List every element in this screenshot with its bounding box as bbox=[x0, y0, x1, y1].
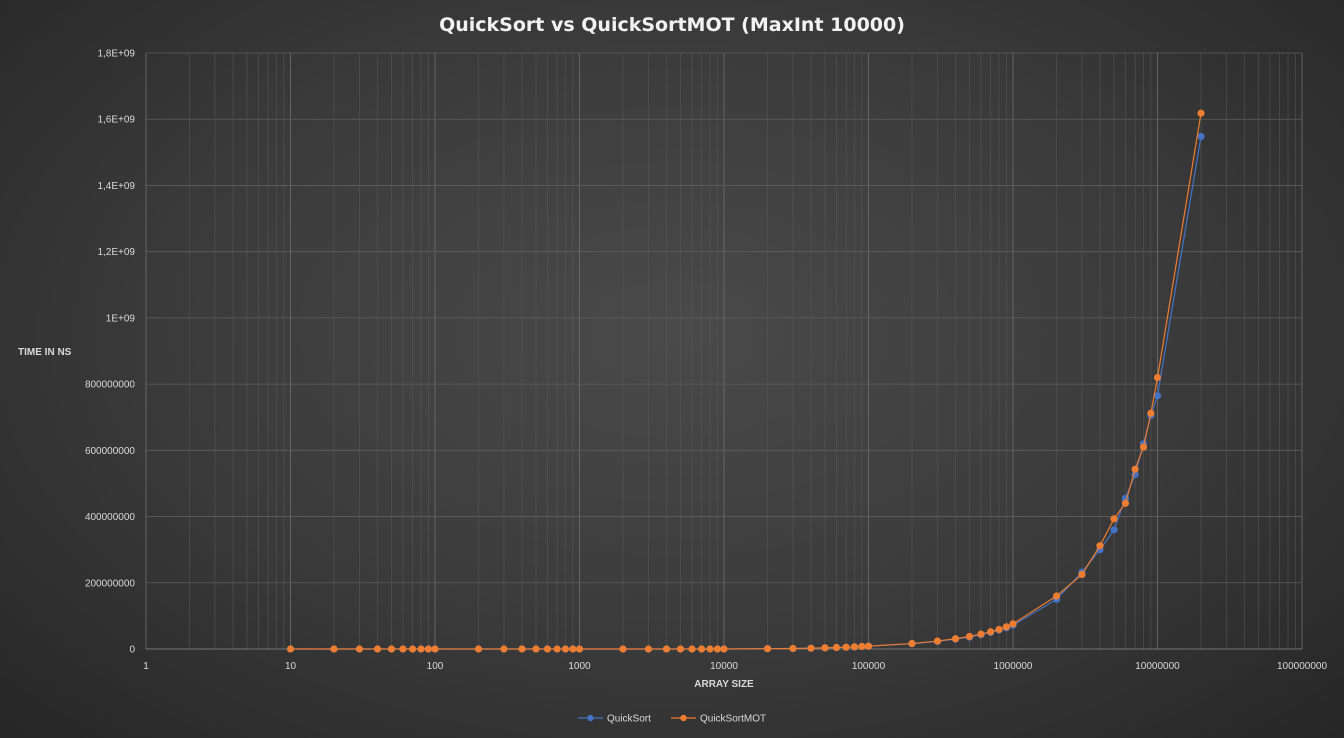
data-point-quicksortmot bbox=[1009, 620, 1017, 628]
y-tick-label: 400000000 bbox=[85, 512, 135, 523]
data-point-quicksortmot bbox=[644, 645, 653, 653]
series-line-quicksort bbox=[290, 136, 1202, 650]
data-point-quicksortmot bbox=[409, 645, 417, 653]
grid bbox=[145, 52, 1303, 650]
data-point-quicksortmot bbox=[1121, 499, 1130, 507]
data-point-quicksortmot bbox=[842, 643, 850, 651]
x-tick-label: 1000 bbox=[568, 661, 591, 672]
series-quicksortmot bbox=[286, 109, 1205, 653]
data-point-quicksortmot bbox=[399, 645, 407, 653]
data-point-quicksortmot bbox=[424, 645, 432, 653]
legend-item-quicksort: QuickSort bbox=[578, 714, 651, 725]
data-point-quicksortmot bbox=[977, 630, 985, 638]
data-point-quicksortmot bbox=[1110, 515, 1118, 523]
y-tick-labels: 0 200000000 400000000 600000000 800000000 1E+… bbox=[85, 49, 136, 656]
data-point-quicksortmot bbox=[417, 645, 425, 653]
data-point-quicksortmot bbox=[1002, 623, 1010, 631]
data-point-quicksortmot bbox=[532, 645, 540, 653]
x-tick-label: 1 bbox=[143, 661, 149, 672]
x-tick-label: 10 bbox=[285, 661, 297, 672]
data-point-quicksortmot bbox=[995, 625, 1003, 634]
data-point-quicksortmot bbox=[850, 643, 859, 651]
data-point-quicksortmot bbox=[518, 645, 526, 653]
legend-label-quicksort: QuickSort bbox=[607, 714, 651, 725]
data-point-quicksortmot bbox=[1147, 409, 1155, 417]
data-point-quicksortmot bbox=[500, 645, 508, 653]
data-point-quicksortmot bbox=[821, 644, 829, 652]
data-point-quicksortmot bbox=[789, 644, 797, 653]
data-point-quicksortmot bbox=[662, 645, 671, 653]
data-point-quicksortmot bbox=[688, 645, 696, 653]
series-layer bbox=[286, 109, 1205, 653]
legend-marker-quicksortmot bbox=[680, 714, 687, 722]
legend-label-quicksortmot: QuickSortMOT bbox=[700, 714, 766, 725]
data-point-quicksortmot bbox=[569, 645, 577, 653]
data-point-quicksortmot bbox=[951, 635, 960, 643]
data-point-quicksortmot bbox=[431, 645, 439, 653]
legend-item-quicksortmot: QuickSortMOT bbox=[671, 714, 766, 725]
data-point-quicksortmot bbox=[1052, 592, 1061, 600]
legend-marker-quicksort bbox=[587, 714, 594, 722]
y-tick-label: 1,2E+09 bbox=[97, 247, 135, 258]
data-point-quicksortmot bbox=[330, 645, 338, 653]
data-point-quicksortmot bbox=[698, 645, 706, 653]
data-point-quicksortmot bbox=[763, 645, 772, 653]
y-tick-label: 1,6E+09 bbox=[97, 115, 135, 126]
data-point-quicksort bbox=[1153, 392, 1162, 400]
data-point-quicksortmot bbox=[864, 642, 873, 650]
data-point-quicksortmot bbox=[1153, 373, 1162, 382]
x-tick-label: 100000000 bbox=[1277, 661, 1327, 672]
data-point-quicksortmot bbox=[1131, 465, 1139, 473]
data-point-quicksortmot bbox=[807, 644, 815, 652]
x-tick-labels: 1 10 100 1000 10000 100000 1000000 10000000 1000… bbox=[143, 661, 1327, 672]
data-point-quicksortmot bbox=[575, 645, 584, 653]
data-point-quicksortmot bbox=[987, 628, 995, 636]
legend: QuickSort QuickSortMOT bbox=[578, 714, 766, 725]
data-point-quicksortmot bbox=[355, 645, 364, 653]
x-tick-label: 1000000 bbox=[994, 661, 1033, 672]
x-tick-label: 100000 bbox=[852, 661, 886, 672]
data-point-quicksortmot bbox=[676, 645, 685, 653]
data-point-quicksortmot bbox=[965, 632, 974, 641]
data-point-quicksort bbox=[1197, 132, 1205, 141]
data-point-quicksortmot bbox=[908, 639, 916, 648]
y-tick-label: 1E+09 bbox=[106, 313, 136, 324]
data-point-quicksortmot bbox=[561, 645, 570, 653]
data-point-quicksortmot bbox=[706, 645, 714, 653]
x-tick-label: 10000000 bbox=[1135, 661, 1180, 672]
y-tick-label: 1,8E+09 bbox=[97, 49, 135, 60]
y-tick-label: 1,4E+09 bbox=[97, 181, 135, 192]
data-point-quicksortmot bbox=[1139, 443, 1148, 451]
data-point-quicksortmot bbox=[858, 642, 866, 651]
data-point-quicksortmot bbox=[373, 645, 382, 653]
y-axis-title: TIME IN NS bbox=[18, 347, 72, 358]
data-point-quicksortmot bbox=[387, 645, 396, 653]
data-point-quicksortmot bbox=[619, 645, 627, 653]
data-point-quicksort bbox=[1110, 526, 1118, 534]
x-tick-label: 100 bbox=[427, 661, 444, 672]
y-tick-label: 800000000 bbox=[85, 380, 135, 391]
data-point-quicksortmot bbox=[933, 637, 942, 645]
y-tick-label: 200000000 bbox=[85, 578, 135, 589]
x-axis-title: ARRAY SIZE bbox=[694, 679, 754, 690]
data-point-quicksortmot bbox=[1078, 570, 1086, 579]
series-quicksort bbox=[286, 132, 1205, 653]
x-tick-label: 10000 bbox=[710, 661, 738, 672]
data-point-quicksortmot bbox=[1096, 542, 1104, 550]
chart-title: QuickSort vs QuickSortMOT (MaxInt 10000) bbox=[439, 14, 905, 36]
data-point-quicksortmot bbox=[713, 645, 721, 653]
y-tick-label: 600000000 bbox=[85, 446, 135, 457]
data-point-quicksortmot bbox=[543, 645, 552, 653]
series-line-quicksortmot bbox=[290, 113, 1202, 650]
data-point-quicksortmot bbox=[474, 645, 483, 653]
y-tick-label: 0 bbox=[129, 645, 135, 656]
data-point-quicksortmot bbox=[832, 643, 841, 652]
data-point-quicksortmot bbox=[553, 645, 561, 653]
data-point-quicksortmot bbox=[286, 645, 295, 653]
data-point-quicksortmot bbox=[1197, 109, 1205, 117]
data-point-quicksortmot bbox=[720, 645, 728, 653]
